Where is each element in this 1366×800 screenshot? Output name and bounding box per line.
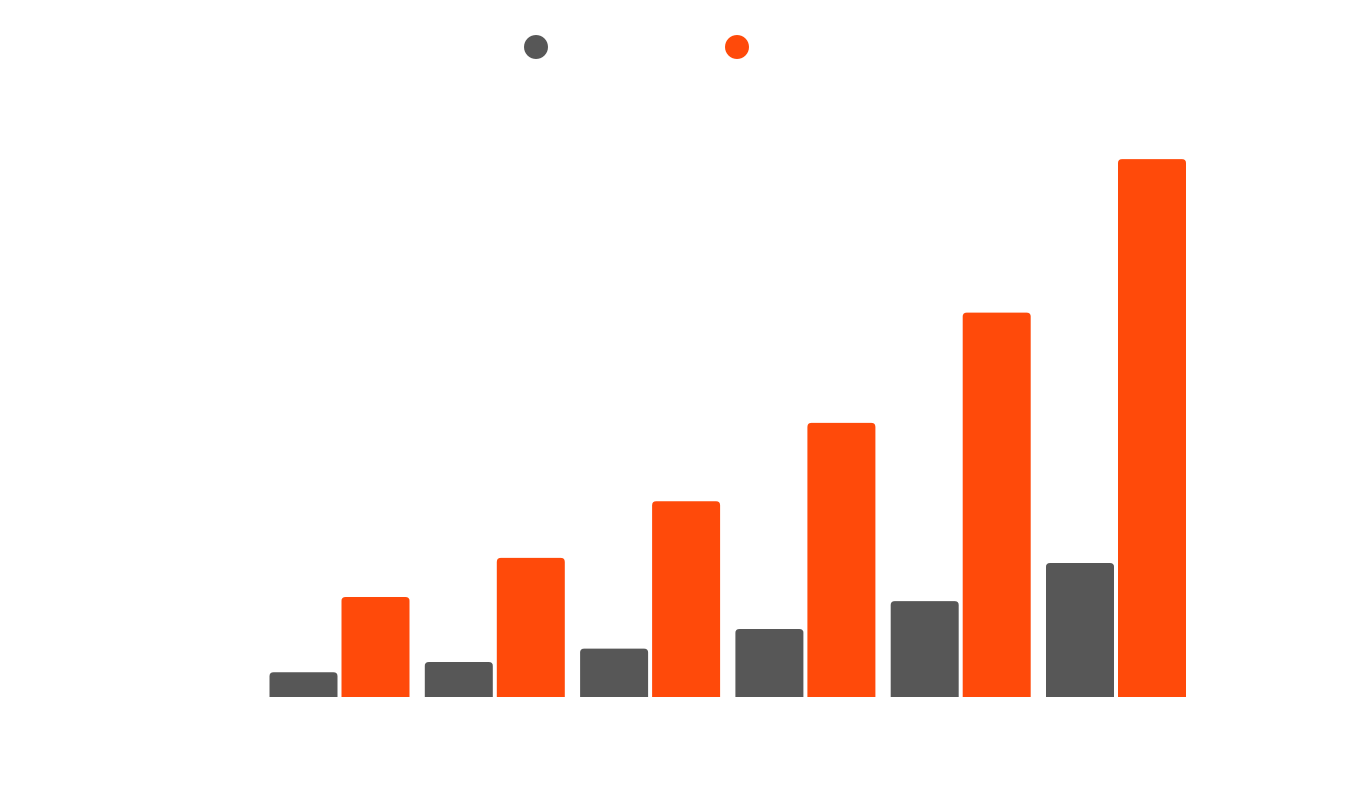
bar-series-2-group-2: [496, 557, 565, 697]
bars: [269, 159, 1186, 697]
bar-series-1-group-6: [1046, 563, 1114, 697]
bar-series-1-group-2: [424, 661, 493, 697]
bar-series-2-group-4: [807, 422, 876, 697]
bar-series-2-group-6: [1118, 159, 1186, 697]
bar-series-1-group-3: [580, 648, 649, 697]
legend: [524, 35, 749, 59]
legend-marker-series-1: [524, 35, 548, 59]
bar-series-1-group-5: [890, 601, 959, 697]
bar-series-2-group-1: [341, 597, 410, 697]
legend-marker-series-2: [725, 35, 749, 59]
bar-series-1-group-1: [269, 672, 338, 697]
bar-series-2-group-5: [962, 312, 1031, 697]
bar-series-2-group-3: [652, 501, 721, 697]
bar-series-1-group-4: [735, 628, 804, 697]
